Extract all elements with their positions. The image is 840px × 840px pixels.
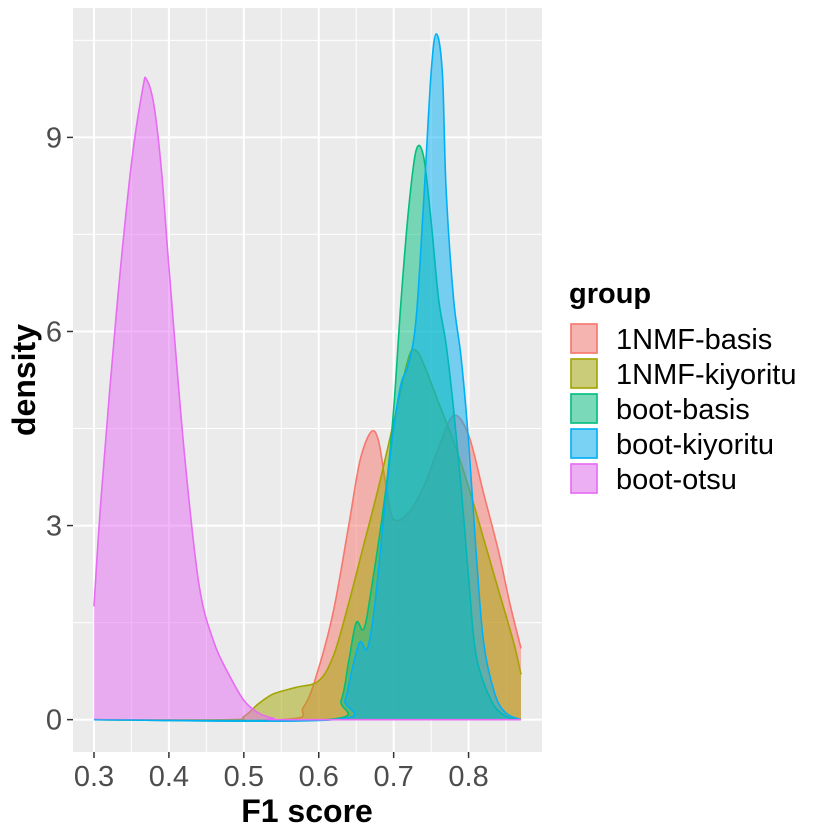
density-area-boot-kiyoritu — [93, 33, 522, 722]
x-tick-label: 0.8 — [448, 761, 488, 793]
legend-label-boot-basis: boot-basis — [616, 394, 750, 426]
y-tick-label: 0 — [46, 705, 62, 737]
density-areas — [93, 33, 522, 722]
legend-label-1nmf-basis: 1NMF-basis — [616, 324, 772, 356]
legend-label-1nmf-kiyoritu: 1NMF-kiyoritu — [616, 359, 796, 391]
y-axis-ticks: 0 3 6 9 — [46, 122, 73, 737]
x-tick-label: 0.7 — [373, 761, 413, 793]
density-line-1nmf-kiyoritu — [93, 348, 522, 721]
x-axis-ticks: 0.3 0.4 0.5 0.6 0.7 0.8 — [74, 752, 489, 793]
legend-swatch-boot-basis — [570, 393, 598, 424]
y-axis-title: density — [6, 324, 42, 436]
legend-swatch-1nmf-basis — [570, 323, 598, 354]
legend-swatch-1nmf-kiyoritu — [570, 358, 598, 389]
legend: group 1NMF-basis1NMF-kiyorituboot-basisb… — [569, 278, 796, 496]
legend-swatch-boot-otsu — [570, 463, 598, 494]
x-axis-title: F1 score — [241, 793, 373, 829]
x-tick-label: 0.6 — [299, 761, 339, 793]
x-tick-label: 0.4 — [149, 761, 189, 793]
legend-label-boot-kiyoritu: boot-kiyoritu — [616, 429, 774, 461]
legend-swatch-boot-kiyoritu — [570, 428, 598, 459]
x-tick-label: 0.5 — [224, 761, 264, 793]
y-tick-label: 6 — [46, 316, 62, 348]
legend-label-boot-otsu: boot-otsu — [616, 464, 737, 496]
density-line-boot-kiyoritu — [93, 33, 522, 722]
legend-title: group — [569, 278, 651, 310]
y-tick-label: 9 — [46, 122, 62, 154]
x-tick-label: 0.3 — [74, 761, 114, 793]
density-line-boot-otsu — [93, 76, 522, 721]
y-tick-label: 3 — [46, 511, 62, 543]
